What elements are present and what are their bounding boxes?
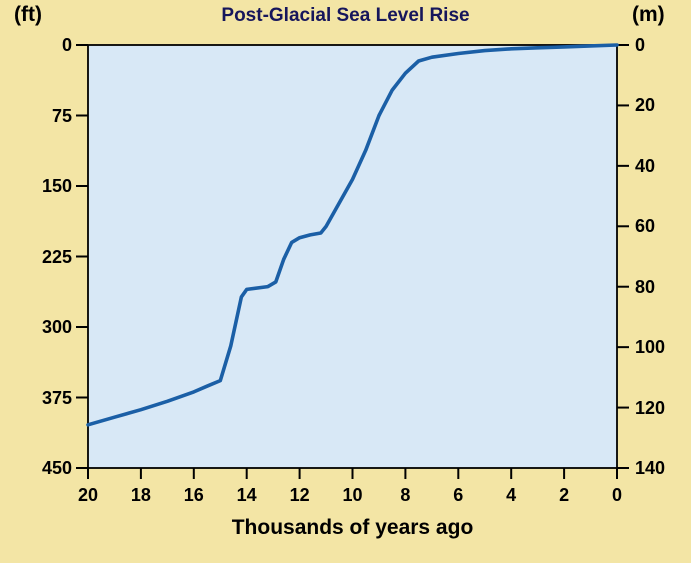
ft-tick-label: 450 bbox=[41, 458, 72, 478]
m-tick-label: 60 bbox=[635, 216, 656, 237]
m-tick-label: 100 bbox=[635, 337, 666, 358]
m-tick-label: 40 bbox=[635, 155, 656, 176]
x-tick-label: 14 bbox=[236, 485, 257, 505]
x-tick-label: 18 bbox=[130, 485, 151, 505]
chart-title: Post-Glacial Sea Level Rise bbox=[221, 5, 470, 26]
ft-tick-label: 300 bbox=[41, 317, 72, 337]
ft-tick-label: 75 bbox=[51, 105, 72, 126]
x-tick-label: 10 bbox=[342, 485, 363, 505]
m-tick-label: 140 bbox=[635, 458, 666, 478]
ft-tick-label: 150 bbox=[41, 176, 72, 196]
x-tick-label: 12 bbox=[289, 485, 310, 505]
m-tick-label: 0 bbox=[635, 35, 646, 55]
x-tick-label: 20 bbox=[77, 485, 99, 505]
m-tick-label: 20 bbox=[635, 95, 656, 116]
x-tick-label: 0 bbox=[611, 485, 622, 505]
x-axis-title: Thousands of years ago bbox=[231, 516, 474, 539]
sea-level-line bbox=[86, 43, 619, 427]
plot-frame bbox=[87, 44, 618, 469]
ft-tick-label: 225 bbox=[41, 246, 72, 267]
left-axis-unit-label: (ft) bbox=[14, 3, 42, 26]
ft-tick-label: 375 bbox=[41, 387, 72, 408]
m-tick-label: 80 bbox=[635, 276, 656, 297]
x-tick-label: 4 bbox=[506, 485, 517, 505]
m-tick-label: 120 bbox=[635, 397, 666, 418]
ft-tick-label: 0 bbox=[61, 35, 72, 55]
x-tick-label: 16 bbox=[183, 485, 204, 505]
x-tick-label: 6 bbox=[453, 485, 464, 505]
x-tick-label: 8 bbox=[400, 485, 411, 505]
right-axis-unit-label: (m) bbox=[632, 3, 665, 26]
x-tick-label: 2 bbox=[559, 485, 570, 505]
